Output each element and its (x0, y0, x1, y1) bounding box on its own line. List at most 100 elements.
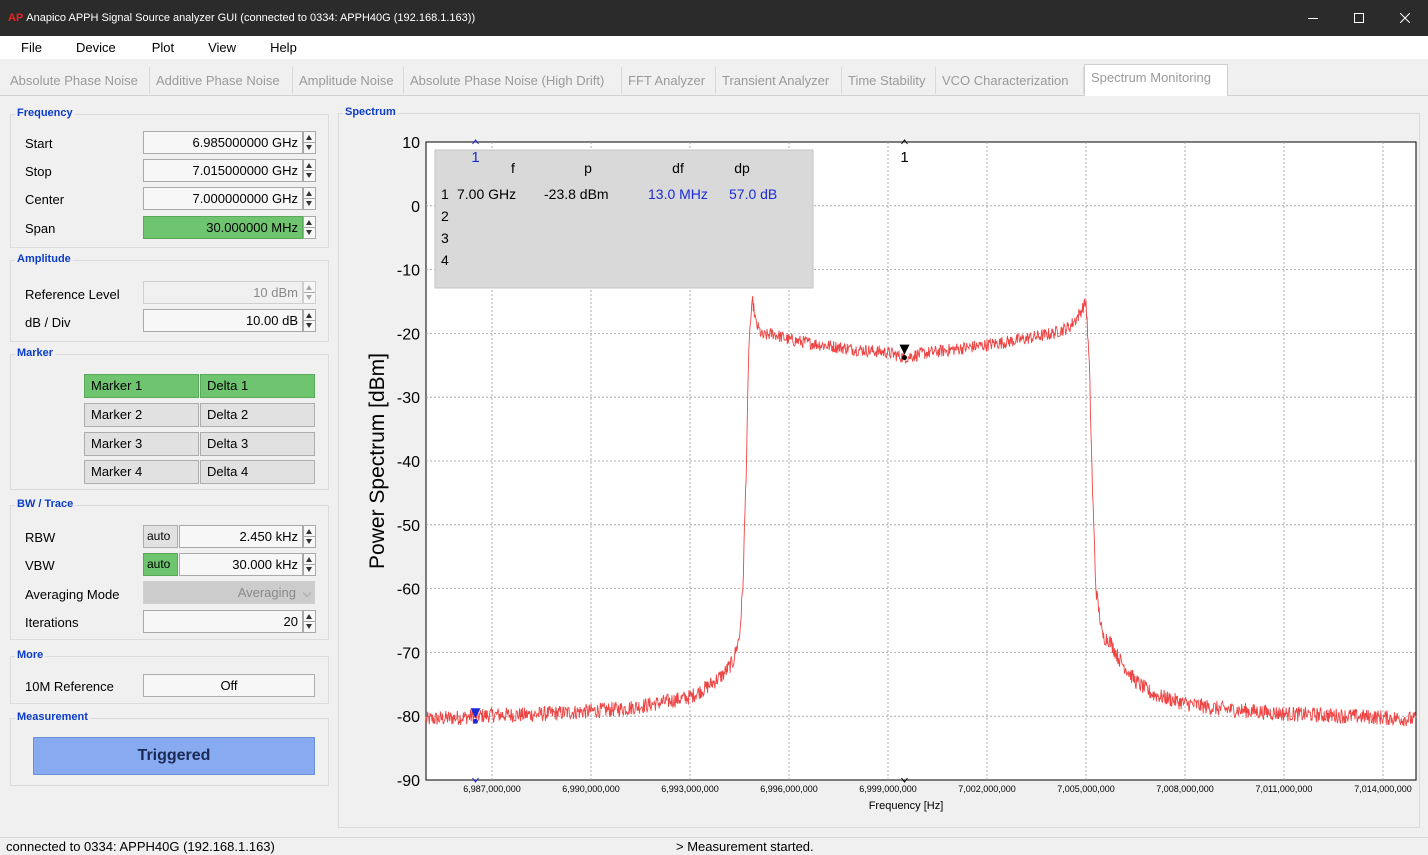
iterations-field[interactable]: 20 (143, 610, 303, 633)
menu-view[interactable]: View (208, 40, 237, 55)
x-tick-label: 6,990,000,000 (562, 784, 620, 794)
marker-main-bottom-caret (901, 777, 908, 783)
10m-reference-label: 10M Reference (25, 679, 114, 694)
y-tick-label: -80 (397, 709, 420, 726)
x-tick-label: 7,005,000,000 (1057, 784, 1115, 794)
y-tick-label: -60 (397, 582, 420, 599)
marker-main-label: 1 (900, 149, 908, 166)
tab-spectrum-monitoring[interactable]: Spectrum Monitoring (1084, 64, 1228, 96)
marker-delta-top-caret (472, 139, 479, 145)
y-axis-label: Power Spectrum [dBm] (366, 353, 389, 569)
spectrum-chart[interactable]: 10 0 -10 -20 -30 -40 -50 -60 -70 -80 -90 6,987,000… (338, 106, 1428, 828)
y-tick-label: -50 (397, 518, 420, 535)
marker-table-header: df (672, 160, 684, 176)
tab-bar: Absolute Phase Noise Additive Phase Nois… (0, 59, 1428, 96)
center-field[interactable]: 7.000000000 GHz (143, 187, 303, 210)
marker-table-dp: 57.0 dB (729, 186, 777, 202)
x-tick-labels: 6,987,000,000 6,990,000,000 6,993,000,000 6… (463, 784, 1412, 794)
rbw-spinner[interactable] (303, 525, 316, 548)
marker-table-content: f p df dp 1 7.00 GHz -23.8 dBm 13.0 MHz 57.0 dB 2… (441, 160, 777, 268)
spectrum-group: Spectrum (338, 106, 1420, 828)
maximize-button[interactable] (1336, 0, 1382, 36)
spectrum-group-title: Spectrum (343, 106, 398, 118)
rbw-field[interactable]: 2.450 kHz (179, 525, 303, 548)
averaging-mode-select[interactable]: Averaging (143, 581, 315, 604)
start-field[interactable]: 6.985000000 GHz (143, 131, 303, 154)
delta-2-button[interactable]: Delta 2 (200, 403, 315, 427)
x-tick-label: 7,011,000,000 (1256, 784, 1313, 794)
minimize-button[interactable] (1290, 0, 1336, 36)
marker-table-row-index: 1 (441, 186, 449, 202)
span-spinner[interactable] (303, 216, 316, 239)
amplitude-group: Amplitude (10, 253, 329, 342)
menu-device[interactable]: Device (75, 40, 116, 55)
title-bar: AP Anapico APPH Signal Source analyzer G… (0, 0, 1428, 36)
marker-table (434, 149, 814, 289)
reference-level-field[interactable]: 10 dBm (143, 281, 303, 304)
marker-delta-triangle[interactable] (470, 708, 481, 719)
y-tick-label: -30 (397, 390, 420, 407)
y-tick-label: 0 (411, 199, 420, 216)
delta-4-button[interactable]: Delta 4 (200, 460, 315, 484)
close-button[interactable] (1382, 0, 1428, 36)
triggered-button[interactable]: Triggered (33, 737, 315, 775)
x-tick-label: 6,987,000,000 (463, 784, 521, 794)
center-label: Center (25, 192, 65, 207)
db-div-spinner[interactable] (303, 309, 316, 332)
marker-main-triangle[interactable] (899, 344, 910, 355)
measurement-group: Measurement (10, 711, 329, 786)
menu-file[interactable]: File (21, 40, 42, 55)
delta-1-button[interactable]: Delta 1 (200, 374, 315, 398)
reference-level-spinner[interactable] (303, 281, 316, 304)
marker-2-button[interactable]: Marker 2 (84, 403, 199, 427)
10m-reference-button[interactable]: Off (143, 674, 315, 697)
start-spinner[interactable] (303, 131, 316, 154)
stop-field[interactable]: 7.015000000 GHz (143, 159, 303, 182)
span-field[interactable]: 30.000000 MHz (143, 216, 303, 239)
tab-absolute-phase-noise[interactable]: Absolute Phase Noise (4, 67, 150, 94)
vbw-label: VBW (25, 558, 55, 573)
amplitude-group-title: Amplitude (15, 253, 73, 265)
iterations-spinner[interactable] (303, 610, 316, 633)
vbw-field[interactable]: 30.000 kHz (179, 553, 303, 576)
vbw-auto-button[interactable]: auto (143, 553, 178, 576)
marker-group: Marker (10, 347, 329, 490)
stop-label: Stop (25, 164, 52, 179)
x-tick-label: 6,996,000,000 (760, 784, 818, 794)
center-spinner[interactable] (303, 187, 316, 210)
tab-time-stability[interactable]: Time Stability (842, 67, 936, 94)
averaging-mode-label: Averaging Mode (25, 587, 120, 602)
db-div-field[interactable]: 10.00 dB (143, 309, 303, 332)
rbw-auto-button[interactable]: auto (143, 525, 178, 548)
app-logo: AP (8, 12, 24, 24)
more-group-title: More (15, 649, 46, 661)
tab-absolute-phase-noise-high-drift[interactable]: Absolute Phase Noise (High Drift) (404, 67, 622, 94)
vbw-spinner[interactable] (303, 553, 316, 576)
minimize-icon (1308, 18, 1318, 19)
y-tick-label: -70 (397, 645, 420, 662)
tab-fft-analyzer[interactable]: FFT Analyzer (622, 67, 716, 94)
marker-4-button[interactable]: Marker 4 (84, 460, 199, 484)
marker-table-header: f (511, 160, 515, 176)
marker-delta-point (473, 718, 478, 724)
marker-3-button[interactable]: Marker 3 (84, 432, 199, 456)
menu-help[interactable]: Help (270, 40, 297, 55)
bw-trace-group: BW / Trace (10, 498, 329, 640)
window-title: Anapico APPH Signal Source analyzer GUI … (26, 12, 476, 24)
chart-markers: 11 (470, 139, 910, 783)
tab-transient-analyzer[interactable]: Transient Analyzer (716, 67, 842, 94)
trace-group (425, 296, 1417, 727)
marker-1-button[interactable]: Marker 1 (84, 374, 199, 398)
tab-additive-phase-noise[interactable]: Additive Phase Noise (150, 67, 293, 94)
marker-main-top-caret (901, 139, 908, 145)
menu-plot[interactable]: Plot (151, 40, 175, 55)
marker-main-point (902, 355, 907, 361)
marker-table-p: -23.8 dBm (544, 186, 609, 202)
stop-spinner[interactable] (303, 159, 316, 182)
delta-3-button[interactable]: Delta 3 (200, 432, 315, 456)
tab-amplitude-noise[interactable]: Amplitude Noise (293, 67, 404, 94)
tab-vco-characterization[interactable]: VCO Characterization (936, 67, 1084, 94)
x-tick-label: 7,014,000,000 (1354, 784, 1412, 794)
status-message: > Measurement started. (676, 839, 814, 854)
maximize-icon (1354, 13, 1364, 23)
